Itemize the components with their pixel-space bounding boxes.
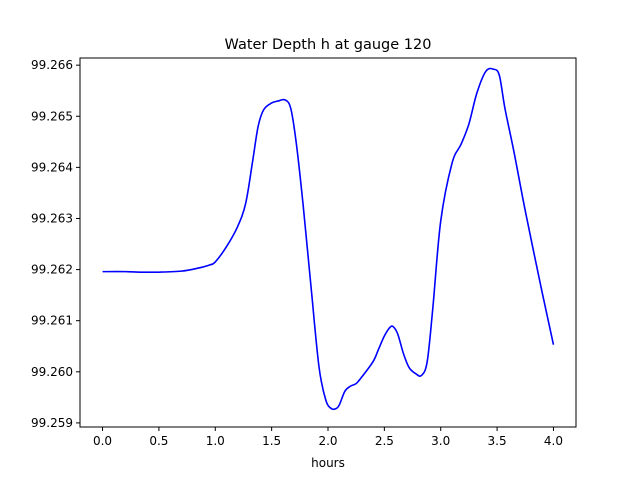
series-layer <box>102 67 555 411</box>
x-tick-label: 3.5 <box>488 434 507 448</box>
chart-title: Water Depth h at gauge 120 <box>225 37 432 53</box>
y-axis-ticks: 99.259 99.260 99.261 99.262 99.263 99.264 99.2… <box>31 58 80 430</box>
y-tick-label: 99.261 <box>31 314 73 328</box>
x-tick-label: 0.5 <box>149 434 168 448</box>
x-tick-label: 1.0 <box>206 434 225 448</box>
y-tick-label: 99.259 <box>31 416 73 430</box>
x-tick-label: 2.5 <box>375 434 394 448</box>
y-tick-label: 99.263 <box>31 211 73 225</box>
x-tick-label: 1.5 <box>262 434 281 448</box>
y-tick-label: 99.260 <box>31 365 73 379</box>
y-tick-label: 99.262 <box>31 263 73 277</box>
x-axis-label: hours <box>311 456 345 470</box>
series-line-0 <box>102 67 555 411</box>
y-tick-label: 99.265 <box>31 109 73 123</box>
x-axis-ticks: 0.0 0.5 1.0 1.5 2.0 2.5 3.0 3.5 4.0 <box>93 427 563 448</box>
x-tick-label: 0.0 <box>93 434 112 448</box>
x-tick-label: 2.0 <box>318 434 337 448</box>
x-tick-label: 3.0 <box>431 434 450 448</box>
y-tick-label: 99.266 <box>31 58 73 72</box>
x-tick-label: 4.0 <box>544 434 563 448</box>
y-tick-label: 99.264 <box>31 160 73 174</box>
